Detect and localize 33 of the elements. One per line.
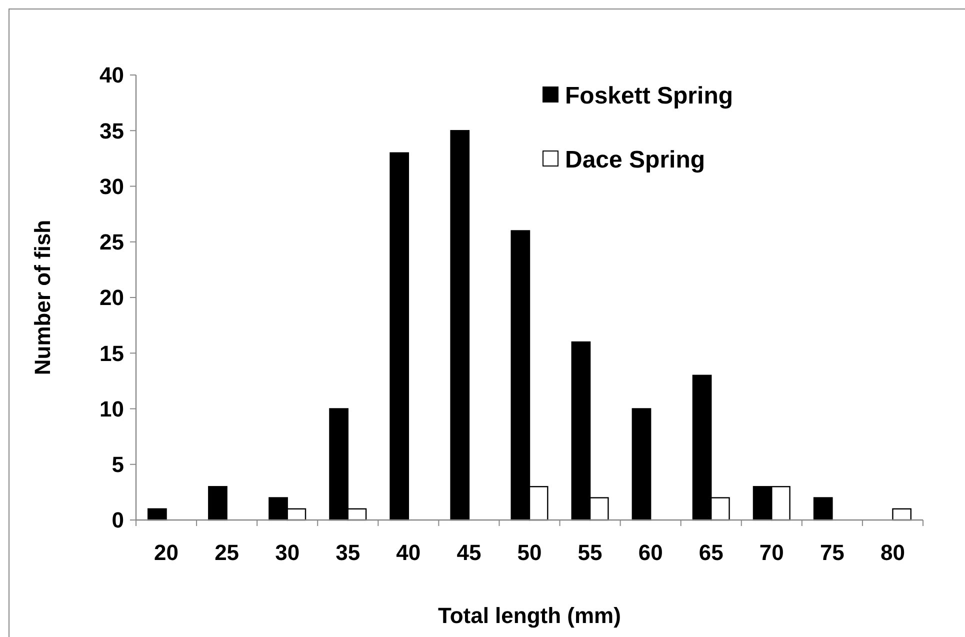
bar [148,508,167,521]
x-axis-title: Total length (mm) [438,603,621,628]
y-tick-label: 15 [100,340,124,366]
y-tick-label: 35 [100,118,124,144]
legend-label: Dace Spring [565,146,706,174]
y-tick-label: 30 [100,174,124,199]
legend-label: Foskett Spring [565,82,734,110]
y-tick-label: 25 [100,230,124,255]
x-tick-label: 35 [336,540,360,565]
bar [632,408,652,521]
y-tick-label: 20 [100,285,124,310]
x-tick-label: 45 [456,540,482,565]
bar [208,486,228,521]
bar [390,152,410,521]
y-tick-label: 5 [112,452,124,478]
x-tick-label: 70 [759,540,784,565]
x-tick-label: 65 [698,540,724,565]
x-tick-label: 20 [154,540,179,565]
x-tick-label: 75 [820,540,844,565]
x-tick-label: 50 [517,540,542,565]
bar [892,508,912,521]
x-tick-label: 80 [880,540,905,565]
x-tick-label: 40 [396,540,421,565]
y-tick-label: 10 [100,396,124,422]
bar [450,130,470,521]
bar [813,497,833,521]
x-tick-label: 30 [275,540,300,565]
x-tick-label: 60 [638,540,663,565]
y-tick-label: 40 [100,62,124,88]
y-tick-label: 0 [112,508,124,533]
x-tick-label: 55 [578,540,602,565]
y-axis-title: Number of fish [30,220,55,376]
x-tick-label: 25 [214,540,240,565]
